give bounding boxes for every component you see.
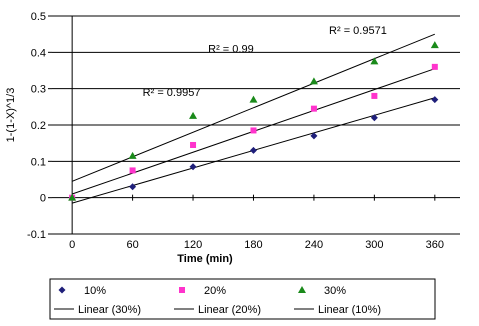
y-tick-label-5: 0.4 <box>31 47 46 59</box>
legend-marker-1 <box>179 287 185 293</box>
y-tick-label-2: 0.1 <box>31 156 46 168</box>
r2-label-1: R² = 0.99 <box>208 43 254 55</box>
data-point-s0-3 <box>249 146 257 154</box>
x-tick-label-5: 300 <box>365 239 383 251</box>
data-point-s2-4 <box>309 77 318 85</box>
x-tick-label-0: 0 <box>69 239 75 251</box>
legend-label-1: 20% <box>204 285 226 297</box>
legend-label-0: 10% <box>84 285 106 297</box>
legend-marker-0 <box>58 286 66 294</box>
data-point-s1-1 <box>129 167 136 174</box>
x-tick-label-3: 180 <box>244 239 262 251</box>
legend-trend-label-2: Linear (10%) <box>318 304 381 316</box>
plot-area: -0.1 0 0.1 0.2 0.3 0.4 0.5 0 60 120 180 240 300 360 R²… <box>27 11 460 251</box>
y-tick-label-4: 0.3 <box>31 84 46 96</box>
data-point-s0-2 <box>189 163 197 171</box>
y-tick-label-1: 0 <box>40 193 46 205</box>
data-point-s1-5 <box>371 92 378 99</box>
data-point-s2-2 <box>189 111 198 119</box>
data-point-s2-5 <box>370 57 379 65</box>
data-point-s2-0 <box>68 193 77 201</box>
data-point-s0-4 <box>310 132 318 140</box>
data-point-s1-2 <box>190 141 197 148</box>
legend: 10% 20% 30% Linear (30%) Linear (20%) Linear … <box>49 278 436 320</box>
data-point-s1-6 <box>431 63 438 70</box>
y-tick-label-6: 0.5 <box>31 11 46 23</box>
data-point-s1-3 <box>250 127 257 134</box>
y-axis-label: 1-(1-X)^1/3 <box>5 88 17 143</box>
data-point-s2-3 <box>249 95 258 103</box>
legend-marker-2 <box>298 286 306 293</box>
x-tick-label-1: 60 <box>126 239 138 251</box>
data-point-s0-1 <box>129 183 137 191</box>
y-tick-label-3: 0.2 <box>31 120 46 132</box>
legend-trend-label-1: Linear (20%) <box>198 304 261 316</box>
data-point-s2-6 <box>430 41 439 49</box>
legend-box <box>49 278 436 320</box>
r2-label-0: R² = 0.9571 <box>329 25 387 37</box>
x-tick-label-2: 120 <box>184 239 202 251</box>
x-tick-label-4: 240 <box>305 239 323 251</box>
data-point-s0-5 <box>370 114 378 122</box>
trendline-0 <box>71 33 436 182</box>
data-point-s0-6 <box>431 96 439 104</box>
r2-label-2: R² = 0.9957 <box>143 87 201 99</box>
x-axis-label: Time (min) <box>177 253 233 265</box>
legend-trend-label-0: Linear (30%) <box>78 304 141 316</box>
y-tick-label-0: -0.1 <box>27 229 46 241</box>
data-point-s2-1 <box>128 151 137 159</box>
x-tick-label-6: 360 <box>426 239 444 251</box>
legend-label-2: 30% <box>324 285 346 297</box>
data-point-s1-4 <box>310 105 317 112</box>
